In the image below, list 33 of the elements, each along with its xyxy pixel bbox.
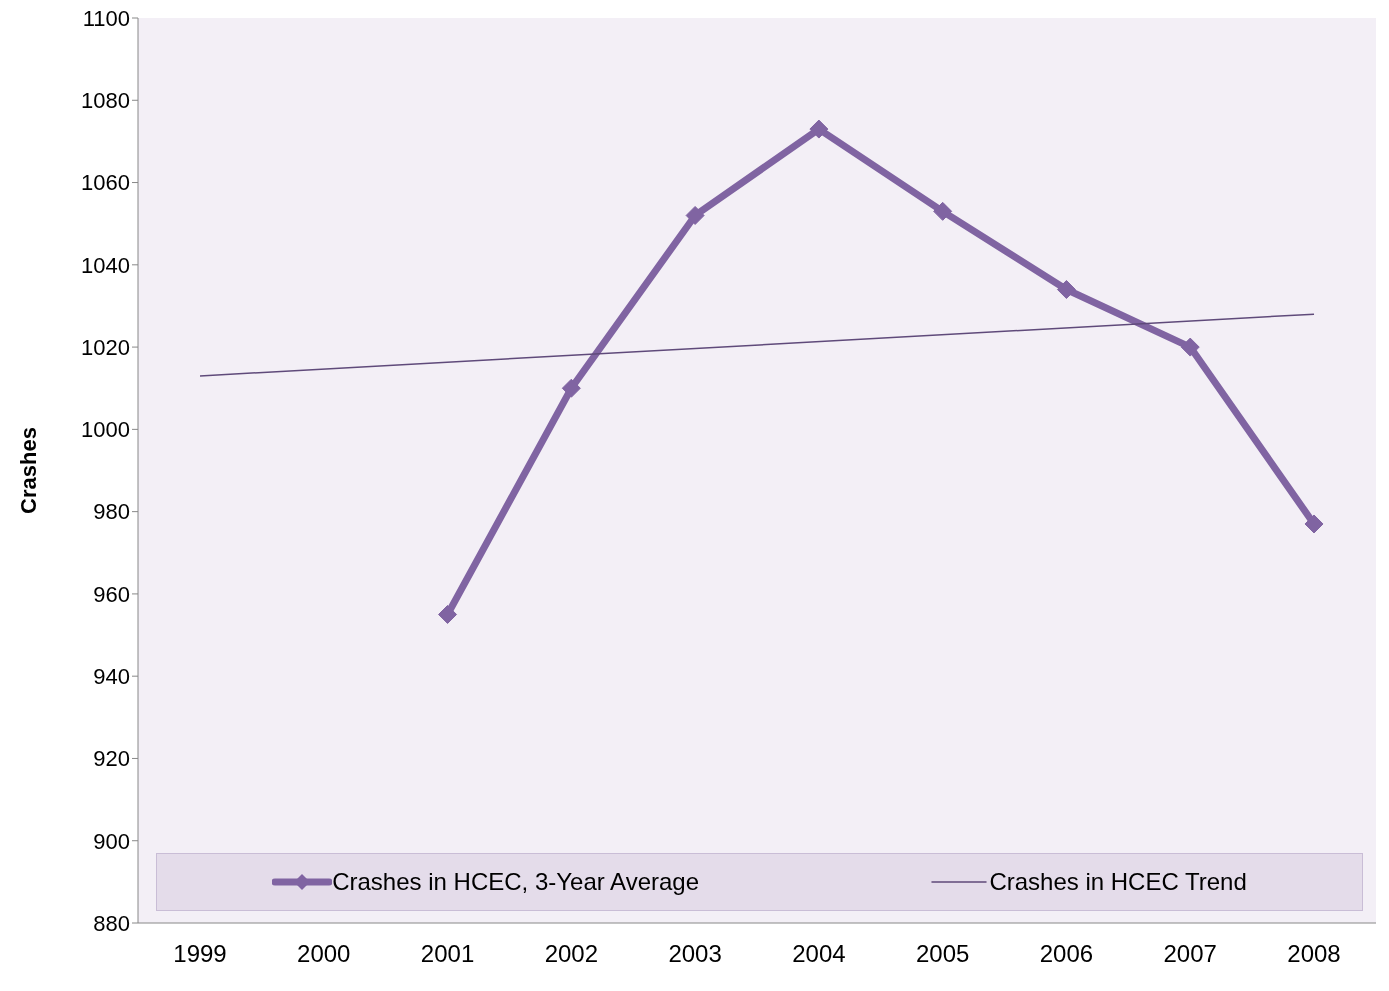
x-tick-label: 1999: [173, 940, 227, 968]
point: [561, 378, 581, 398]
x-tick-label: 2004: [792, 940, 846, 968]
x-tick-label: 2005: [915, 940, 970, 968]
legend-label: Crashes in HCEC Trend: [989, 868, 1247, 896]
y-tick-label: 880: [93, 910, 130, 936]
x-tick-label: 2008: [1287, 940, 1341, 968]
y-tick-label: 1040: [81, 252, 130, 278]
x-tick-label: 2001: [420, 940, 475, 968]
point: [1180, 337, 1200, 357]
y-tick-label: 900: [93, 828, 130, 854]
y-tick-label: 1080: [81, 88, 130, 114]
y-tick-label: 1020: [81, 334, 130, 360]
x-tick-label: 2000: [297, 940, 351, 968]
y-tick-label: 1060: [81, 170, 130, 196]
point: [933, 201, 953, 221]
point: [685, 205, 705, 225]
x-tick-label: 2006: [1039, 940, 1094, 968]
point: [1304, 514, 1324, 534]
y-axis-title: Crashes: [15, 427, 41, 514]
x-tick-label: 2002: [544, 940, 599, 968]
x-tick-label: 2007: [1163, 940, 1217, 968]
legend-label: Crashes in HCEC, 3-Year Average: [332, 868, 700, 896]
y-tick-label: 1100: [82, 5, 130, 31]
point: [809, 119, 829, 139]
y-tick-label: 960: [93, 581, 130, 607]
y-tick-label: 1000: [81, 417, 130, 443]
point: [438, 604, 458, 624]
y-tick-label: 920: [93, 746, 130, 772]
x-tick-label: 2003: [668, 940, 722, 968]
y-tick-label: 940: [93, 663, 130, 689]
y-tick-label: 980: [93, 499, 130, 525]
point: [1056, 280, 1076, 299]
